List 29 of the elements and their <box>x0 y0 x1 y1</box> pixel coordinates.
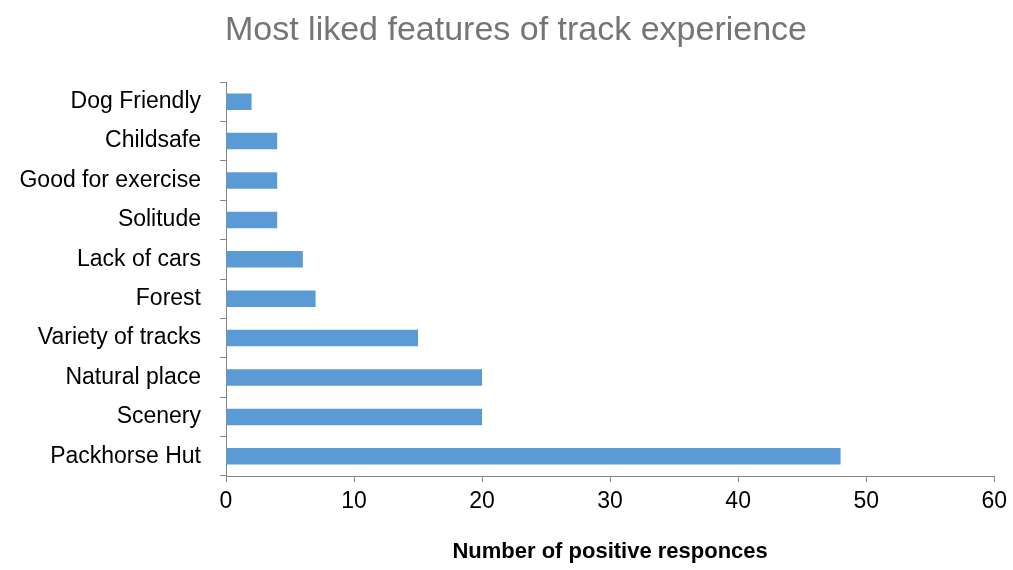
bar <box>226 251 303 268</box>
bar <box>226 93 252 110</box>
y-tick-label: Natural place <box>65 362 201 389</box>
y-tick-label: Forest <box>135 284 202 311</box>
y-tick-label: Childsafe <box>105 126 201 153</box>
y-tick-label: Good for exercise <box>19 165 201 192</box>
y-tick-label: Dog Friendly <box>70 87 202 114</box>
bar <box>226 172 278 189</box>
bar <box>226 132 278 150</box>
bar <box>226 211 278 229</box>
x-tick-label: 30 <box>597 487 623 514</box>
chart-title: Most liked features of track experience <box>223 8 809 49</box>
bar <box>226 369 483 386</box>
x-axis-title: Number of positive responces <box>452 537 768 563</box>
x-tick-label: 60 <box>981 487 1008 514</box>
bar <box>226 408 483 426</box>
bar <box>226 290 316 307</box>
y-tick-label: Packhorse Hut <box>50 441 202 468</box>
x-tick-label: 20 <box>469 487 495 514</box>
x-tick-label: 0 <box>219 487 233 514</box>
x-tick-label: 50 <box>853 487 879 514</box>
x-tick-label: 10 <box>341 487 367 514</box>
x-tick-label: 40 <box>725 487 751 514</box>
bar <box>226 448 841 465</box>
bar <box>226 329 419 347</box>
y-tick-label: Lack of cars <box>77 244 201 271</box>
y-tick-label: Solitude <box>117 205 201 232</box>
y-tick-label: Variety of tracks <box>37 323 201 350</box>
y-tick-label: Scenery <box>116 402 202 429</box>
